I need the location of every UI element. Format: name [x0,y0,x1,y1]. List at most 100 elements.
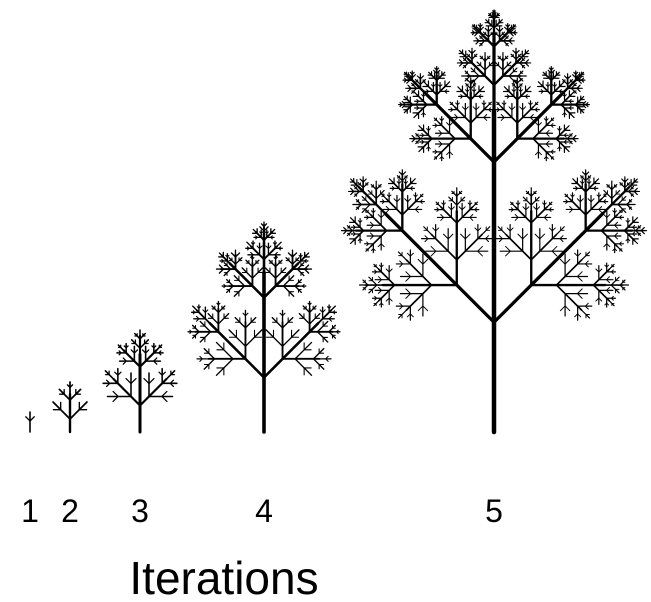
branch [221,258,224,262]
branch [570,91,575,96]
branch [388,268,393,273]
branch [148,377,155,385]
branch [406,76,411,81]
branch [483,102,487,106]
branch [564,94,567,97]
branch [574,252,579,257]
branch [442,233,449,240]
branch [537,151,542,156]
branch [534,233,541,240]
branch [568,100,572,104]
iteration-label: 1 [21,493,39,529]
branch [434,123,438,126]
branch [520,89,523,93]
branch [411,134,416,140]
branch [438,143,443,148]
branch [568,107,572,111]
branch [543,156,547,159]
branch [411,138,416,143]
branch [264,267,277,279]
branch [343,226,348,232]
branch [407,84,412,89]
branch [250,254,254,258]
branch [477,245,483,252]
branch [350,178,354,182]
branch [316,331,329,343]
branch [122,360,127,365]
branch [543,202,547,206]
branch [439,156,443,159]
branch [378,302,382,306]
branch [469,216,474,221]
branch [438,129,443,134]
branch [633,217,639,222]
branch [576,275,583,282]
branch [508,40,513,45]
branch [577,313,582,318]
branch [603,189,613,200]
branch [529,102,533,106]
branch [198,306,201,309]
branch [424,238,429,243]
branch [361,203,371,214]
branch [522,206,527,211]
branch [497,12,500,16]
branch [513,24,517,27]
branch [547,69,552,74]
branch [368,276,378,286]
branch [153,357,158,362]
branch [472,106,477,111]
branch [230,252,237,258]
branch [218,252,223,257]
branch [274,251,278,256]
branch [380,264,384,268]
branch [581,171,587,176]
branch [169,379,174,384]
branch [350,187,355,193]
branch [436,69,441,74]
branch [598,297,603,302]
branch [114,371,119,376]
branch [195,315,200,320]
branch [577,252,582,257]
branch [438,140,443,145]
branch [555,226,565,236]
branch [477,250,483,257]
branch [632,233,636,237]
branch [125,377,132,385]
branch [508,37,513,42]
branch [484,27,490,33]
branch [550,151,554,155]
branch [507,24,511,28]
branch [435,227,440,232]
branch [410,187,413,191]
branch [203,347,216,360]
branch [545,118,549,122]
branch [275,256,278,260]
branch [460,233,466,240]
branch [199,320,212,333]
branch [391,186,395,189]
branch [117,371,122,376]
branch [474,227,479,232]
branch [52,401,71,420]
branch [569,205,574,210]
branch [617,203,627,214]
branch [449,151,454,156]
branch [406,79,411,84]
branch [577,79,582,84]
branch [530,196,540,206]
branch [551,227,556,232]
branch [458,59,464,64]
branch [560,81,565,86]
branch [509,32,514,37]
branch [572,134,577,140]
branch [598,208,603,213]
branch [350,190,355,196]
branch [242,312,247,317]
branch [366,215,370,218]
branch [298,312,311,325]
branch [640,230,645,235]
branch [378,279,382,284]
branch [475,37,480,42]
